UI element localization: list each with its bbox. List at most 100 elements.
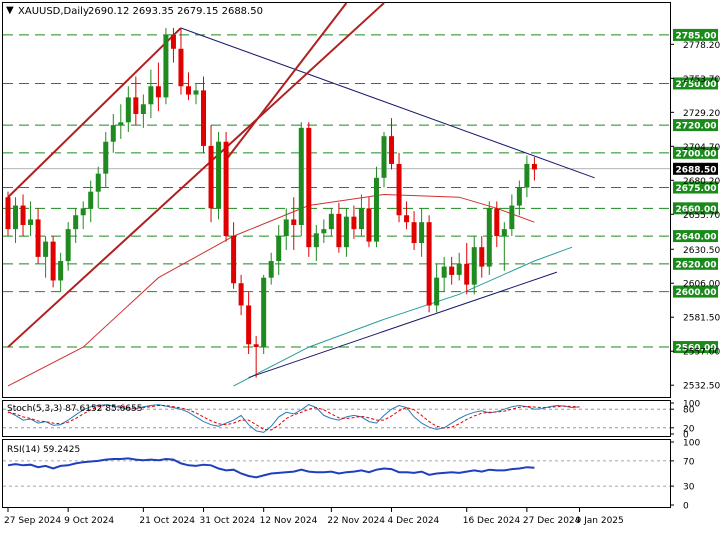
price-axis: 2778.20 2753.70 2729.20 2704.70 2680.20 2655.… <box>670 41 720 392</box>
time-tick-label: 4 Dec 2024 <box>388 516 440 526</box>
candle-body <box>306 127 312 248</box>
level-label: 2785.00 <box>676 31 717 41</box>
rsi-title: RSI(14) 59.2425 <box>7 445 80 455</box>
candle-body <box>35 219 41 257</box>
level-label-box <box>673 146 718 159</box>
candle-body <box>95 173 101 192</box>
candle-body <box>118 122 124 126</box>
candle-body <box>328 213 334 230</box>
candle-body <box>313 233 319 248</box>
level-label-box <box>673 257 718 270</box>
trend-line <box>248 271 558 379</box>
price-panel-frame <box>2 2 671 398</box>
indicator-tick-label: 20 <box>683 424 695 434</box>
candle-body <box>471 247 477 285</box>
time-tick-label: 22 Nov 2024 <box>327 516 385 526</box>
support-resistance-levels: 2785.00 2750.00 2720.00 2700.00 2675.00 2660.… <box>3 28 718 354</box>
time-axis: 27 Sep 2024 9 Oct 2024 21 Oct 2024 31 Oct 2… <box>4 508 624 526</box>
candle-body <box>65 229 71 262</box>
candle-body <box>28 219 34 225</box>
price-tick-label: 2655.70 <box>683 211 720 221</box>
candle-body <box>43 241 49 257</box>
candle-body <box>201 90 207 146</box>
indicator-tick-label: 100 <box>683 439 700 449</box>
indicator-series-line <box>7 457 535 479</box>
candle-body <box>13 205 19 230</box>
time-tick-label: 27 Dec 2024 <box>523 516 581 526</box>
candle-body <box>486 208 492 267</box>
time-tick-label: 12 Nov 2024 <box>260 516 318 526</box>
candle-body <box>373 177 379 242</box>
candle-body <box>231 236 237 284</box>
time-tick-label: 16 Dec 2024 <box>463 516 521 526</box>
candle-body <box>223 141 229 237</box>
candle-body <box>170 34 176 49</box>
candle-body <box>494 208 500 237</box>
candle-body <box>216 141 222 209</box>
time-tick-label: 9 Jan 2025 <box>576 516 624 526</box>
candle-body <box>449 266 455 275</box>
channel-line <box>225 2 348 161</box>
candle-body <box>524 163 530 188</box>
indicator-tick-label: 100 <box>683 400 700 410</box>
price-tick-label: 2532.50 <box>683 382 720 392</box>
indicator-series-line <box>7 404 580 433</box>
level-label-box <box>673 119 718 132</box>
indicator-tick-label: 30 <box>683 483 695 493</box>
candle-body <box>479 247 485 267</box>
indicator-tick-label: 0 <box>683 502 689 512</box>
candle-body <box>178 48 184 87</box>
candle-body <box>5 197 11 230</box>
candle-body <box>261 277 267 348</box>
level-label-box <box>673 77 718 90</box>
current-price-label: 2688.50 <box>676 165 717 175</box>
candle-body <box>193 90 199 95</box>
candle-body <box>381 136 387 178</box>
indicator-series-line <box>7 405 580 431</box>
channel-line <box>7 27 182 198</box>
candle-body <box>20 205 26 225</box>
candles <box>5 27 537 378</box>
chart-title-arrow-icon: ▼ <box>6 5 14 16</box>
candle-body <box>501 229 507 237</box>
candle-body <box>208 145 214 209</box>
candle-body <box>58 261 64 281</box>
candle-body <box>419 222 425 244</box>
candle-body <box>411 222 417 244</box>
candle-body <box>441 266 447 278</box>
candle-body <box>396 163 402 216</box>
level-label-box <box>673 28 718 41</box>
time-tick-label: 21 Oct 2024 <box>139 516 195 526</box>
level-label-box <box>673 230 718 243</box>
candle-body <box>103 141 109 174</box>
level-label: 2675.00 <box>676 184 717 194</box>
price-tick-label: 2606.00 <box>683 280 720 290</box>
price-tick-label: 2557.00 <box>683 348 720 358</box>
level-label: 2640.00 <box>676 233 717 243</box>
level-label-box <box>673 285 718 298</box>
candle-body <box>336 213 342 248</box>
candle-body <box>426 222 432 306</box>
candle-body <box>283 219 289 237</box>
level-label: 2620.00 <box>676 260 717 270</box>
rsi-panel-frame <box>2 439 671 508</box>
level-label: 2560.00 <box>676 344 717 354</box>
trend-line <box>180 27 595 179</box>
candle-body <box>163 34 169 98</box>
price-tick-label: 2680.20 <box>683 177 720 187</box>
indicator-tick-label: 80 <box>683 406 695 416</box>
ohlc-readout: 2690.12 2693.35 2679.15 2688.50 <box>88 6 263 17</box>
price-tick-label: 2753.70 <box>683 75 720 85</box>
channel-line <box>7 2 385 348</box>
candle-body <box>88 191 94 209</box>
candle-body <box>110 125 116 142</box>
stoch-panel-frame <box>2 400 671 437</box>
trendlines <box>7 2 595 379</box>
price-tick-label: 2729.20 <box>683 109 720 119</box>
candle-body <box>155 86 161 98</box>
time-tick-label: 27 Sep 2024 <box>4 516 61 526</box>
candle-body <box>351 216 357 230</box>
